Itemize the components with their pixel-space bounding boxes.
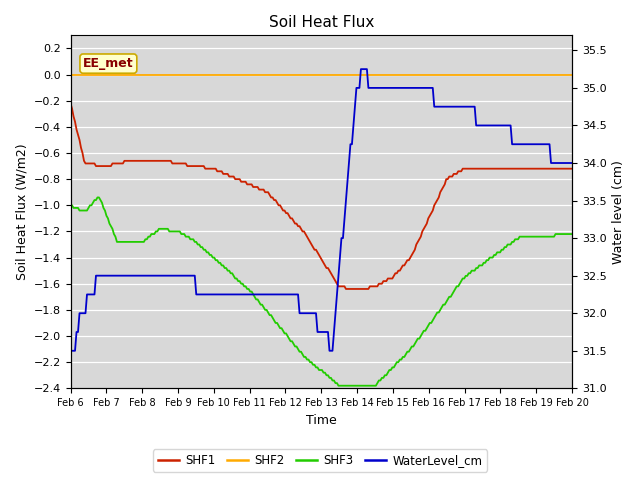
WaterLevel_cm xyxy=(568,160,576,166)
SHF2 xyxy=(67,72,74,77)
SHF1 xyxy=(349,286,357,292)
WaterLevel_cm xyxy=(484,122,492,128)
SHF3 xyxy=(351,383,359,389)
Legend: SHF1, SHF2, SHF3, WaterLevel_cm: SHF1, SHF2, SHF3, WaterLevel_cm xyxy=(153,449,487,472)
SHF3 xyxy=(335,383,342,389)
SHF2 xyxy=(177,72,185,77)
SHF2 xyxy=(216,72,224,77)
SHF1 xyxy=(478,166,486,171)
Line: SHF3: SHF3 xyxy=(70,197,572,386)
Y-axis label: Soil Heat Flux (W/m2): Soil Heat Flux (W/m2) xyxy=(15,144,28,280)
WaterLevel_cm xyxy=(357,66,365,72)
SHF2 xyxy=(568,72,576,77)
SHF2 xyxy=(477,72,484,77)
SHF1 xyxy=(177,161,185,167)
WaterLevel_cm xyxy=(216,291,224,297)
SHF3 xyxy=(179,231,187,237)
SHF3 xyxy=(93,194,101,200)
SHF3 xyxy=(486,255,493,261)
Title: Soil Heat Flux: Soil Heat Flux xyxy=(269,15,374,30)
WaterLevel_cm xyxy=(177,273,185,278)
SHF1 xyxy=(216,168,224,174)
X-axis label: Time: Time xyxy=(306,414,337,427)
SHF3 xyxy=(568,231,576,237)
SHF3 xyxy=(218,263,225,268)
SHF2 xyxy=(483,72,490,77)
SHF1 xyxy=(342,286,350,292)
WaterLevel_cm xyxy=(73,329,81,335)
Line: SHF1: SHF1 xyxy=(70,103,572,289)
WaterLevel_cm xyxy=(348,141,356,147)
Y-axis label: Water level (cm): Water level (cm) xyxy=(612,160,625,264)
SHF1 xyxy=(67,100,74,106)
SHF3 xyxy=(67,203,74,208)
SHF1 xyxy=(568,166,576,171)
SHF3 xyxy=(73,205,81,211)
SHF2 xyxy=(348,72,356,77)
SHF2 xyxy=(73,72,81,77)
WaterLevel_cm xyxy=(67,348,74,354)
SHF1 xyxy=(73,127,81,132)
SHF3 xyxy=(480,260,488,266)
Text: EE_met: EE_met xyxy=(83,57,134,70)
WaterLevel_cm xyxy=(478,122,486,128)
SHF1 xyxy=(484,166,492,171)
Line: WaterLevel_cm: WaterLevel_cm xyxy=(70,69,572,351)
